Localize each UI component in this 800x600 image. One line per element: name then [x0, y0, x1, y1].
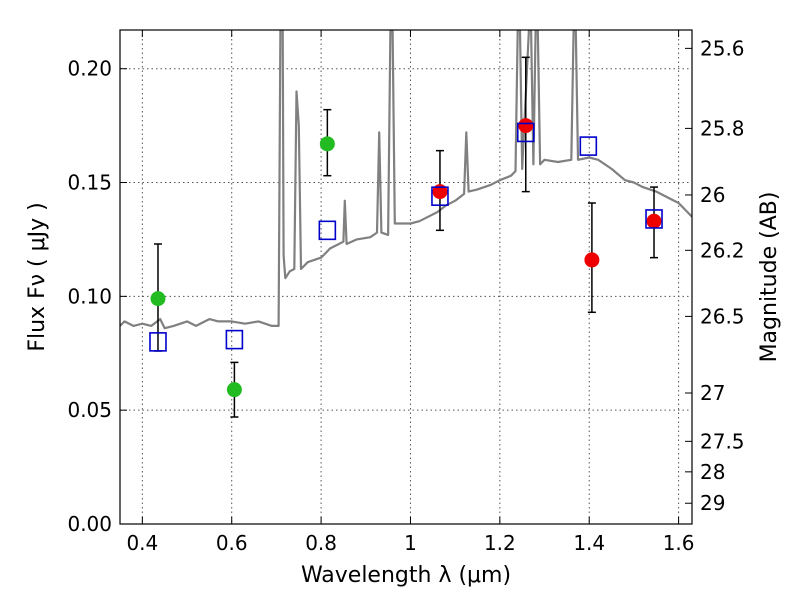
- y-tick-label: 0.10: [67, 284, 112, 308]
- mag-tick-label: 25.8: [700, 116, 745, 140]
- mag-tick-label: 29: [700, 491, 725, 515]
- y2-axis-label: Magnitude (AB): [757, 192, 782, 363]
- red-data-point: [518, 118, 534, 134]
- y-axis-label: Flux Fν ( μJy ): [25, 202, 50, 351]
- model-photometry-square: [318, 220, 337, 241]
- model-photometry-square: [516, 122, 535, 143]
- green-data-point: [150, 291, 166, 307]
- mag-tick-label: 27: [700, 381, 725, 405]
- mag-tick-label: 26.2: [700, 238, 745, 262]
- model-spectrum-line: [120, 30, 692, 330]
- mag-tick-label: 28: [700, 460, 725, 484]
- mag-tick-label: 27.5: [700, 429, 745, 453]
- plot-background: [120, 30, 692, 524]
- mag-tick-label: 25.6: [700, 36, 745, 60]
- x-tick-label: 1.6: [663, 531, 695, 555]
- model-photometry-square: [225, 329, 244, 350]
- red-data-point: [584, 252, 600, 268]
- x-tick-label: 1.4: [573, 531, 605, 555]
- mag-tick-label: 26.5: [700, 304, 745, 328]
- mag-tick-label: 26: [700, 183, 725, 207]
- points-layer: [149, 56, 663, 418]
- green-data-point: [319, 136, 335, 152]
- y-tick-label: 0.05: [67, 398, 112, 422]
- x-axis-label: Wavelength λ (μm): [301, 563, 511, 588]
- x-tick-label: 0.8: [305, 531, 337, 555]
- model-photometry-square: [431, 186, 449, 206]
- x-tick-label: 0.6: [216, 531, 248, 555]
- green-data-point: [226, 382, 242, 398]
- x-tick-label: 1: [404, 531, 417, 555]
- y-tick-label: 0.00: [67, 512, 112, 536]
- red-data-point: [432, 184, 448, 200]
- red-data-point: [646, 213, 662, 229]
- model-photometry-square: [579, 136, 598, 156]
- y-tick-label: 0.20: [67, 57, 112, 81]
- tick-marks: [120, 30, 692, 525]
- plot-frame: [119, 29, 693, 525]
- spectrum-layer: [120, 30, 692, 330]
- y-tick-label: 0.15: [67, 171, 112, 195]
- model-photometry-square: [149, 332, 167, 352]
- x-tick-label: 1.2: [484, 531, 516, 555]
- model-photometry-square: [645, 209, 663, 229]
- tick-labels: 0.4 0.6 0.8 1 1.2 1.4 1.6 0.00 0.05 0.10 0.15 0.20 2…: [67, 36, 744, 555]
- x-tick-label: 0.4: [126, 531, 158, 555]
